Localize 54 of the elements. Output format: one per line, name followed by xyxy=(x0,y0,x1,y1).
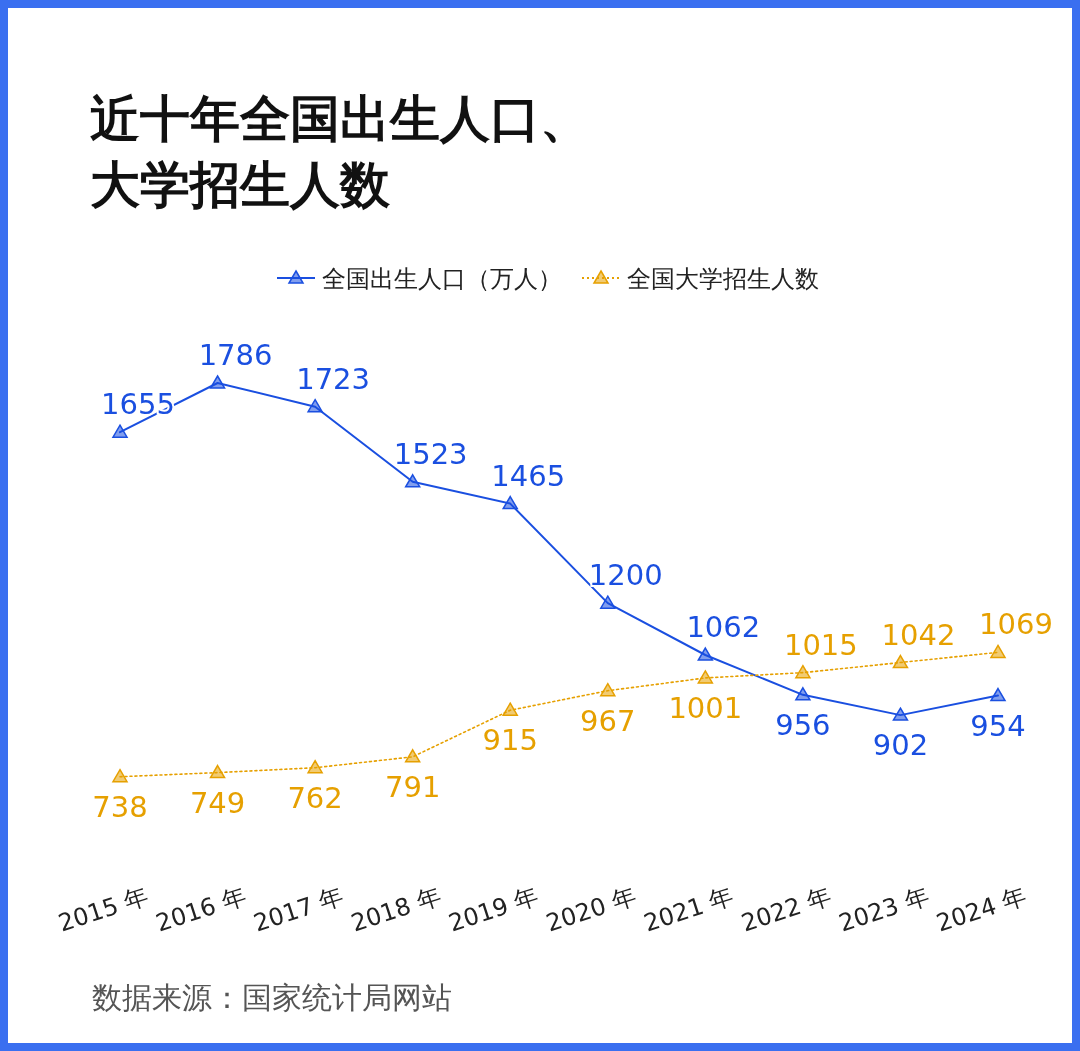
point xyxy=(990,687,1006,702)
data-label: 1200 xyxy=(588,558,663,593)
point xyxy=(307,398,323,413)
x-tick-label: 2015 年 xyxy=(55,882,152,938)
x-tick-label: 2023 年 xyxy=(835,882,933,938)
data-label: 1723 xyxy=(296,361,371,396)
data-label: 1042 xyxy=(881,617,956,652)
x-tick-label: 2017 年 xyxy=(250,882,347,938)
legend-label: 全国大学招生人数 xyxy=(627,265,819,293)
legend-label: 全国出生人口（万人） xyxy=(322,265,562,293)
point xyxy=(795,687,811,701)
data-label: 738 xyxy=(92,789,148,824)
data-label: 954 xyxy=(970,708,1026,743)
point xyxy=(990,644,1006,659)
point xyxy=(209,375,226,389)
point xyxy=(502,702,518,716)
data-label: 791 xyxy=(384,769,441,804)
point xyxy=(600,682,616,697)
source-note: 数据来源：国家统计局网站 xyxy=(92,980,452,1015)
point xyxy=(697,647,714,661)
data-label: 1523 xyxy=(393,436,468,471)
point xyxy=(112,424,128,438)
data-label: 956 xyxy=(775,707,831,742)
point xyxy=(892,654,909,669)
data-label: 1655 xyxy=(101,387,175,422)
point xyxy=(502,495,518,510)
x-tick-label: 2016 年 xyxy=(152,882,250,938)
data-label: 1465 xyxy=(491,458,566,493)
point xyxy=(112,768,128,783)
x-tick-label: 2024 年 xyxy=(933,882,1030,938)
data-label: 1001 xyxy=(668,690,743,725)
data-label: 902 xyxy=(872,728,929,763)
point xyxy=(795,664,811,679)
point xyxy=(307,759,323,774)
x-tick-label: 2019 年 xyxy=(445,882,543,938)
data-label: 1062 xyxy=(686,610,761,645)
point xyxy=(697,670,714,684)
data-label: 1786 xyxy=(198,338,273,372)
data-label: 915 xyxy=(482,723,538,758)
point xyxy=(404,749,421,763)
data-label: 749 xyxy=(189,785,246,820)
data-label: 762 xyxy=(287,780,343,815)
point xyxy=(209,764,226,779)
data-label: 1015 xyxy=(783,627,858,662)
x-tick-label: 2021 年 xyxy=(640,882,738,938)
data-label: 967 xyxy=(580,703,636,738)
point xyxy=(404,474,421,488)
point xyxy=(892,707,909,721)
x-tick-label: 2020 年 xyxy=(542,882,640,938)
data-label: 1069 xyxy=(979,607,1053,642)
x-tick-label: 2022 年 xyxy=(737,882,835,938)
point xyxy=(600,595,616,609)
x-tick-label: 2018 年 xyxy=(347,882,445,938)
chart-title: 近十年全国出生人口、大学招生人数 xyxy=(90,89,591,216)
